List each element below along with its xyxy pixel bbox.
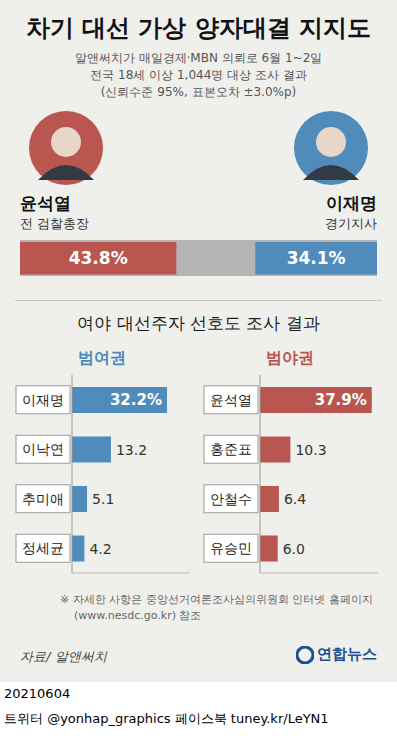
- svg-text:32.2%: 32.2%: [110, 391, 162, 409]
- html-text:여야 대선주자 선호도 조사 결과: 여야 대선주자 선호도 조사 결과: [77, 313, 320, 333]
- svg-text:유승민: 유승민: [210, 540, 252, 556]
- svg-text:4.2: 4.2: [89, 541, 111, 557]
- svg-text:6.4: 6.4: [284, 491, 306, 507]
- svg-text:37.9%: 37.9%: [315, 391, 367, 409]
- svg-text:정세균: 정세균: [22, 540, 64, 556]
- html-text:윤석열: 윤석열: [20, 193, 71, 213]
- html-text:자료/ 알앤써치: 자료/ 알앤써치: [20, 649, 107, 664]
- html-text:차기 대선 가상 양자대결 지지도: 차기 대선 가상 양자대결 지지도: [25, 14, 372, 42]
- svg-text:13.2: 13.2: [116, 442, 147, 458]
- svg-text:추미애: 추미애: [22, 491, 64, 507]
- html-text:알앤써치가 매일경제·MBN 의뢰로 6월 1~2일: 알앤써치가 매일경제·MBN 의뢰로 6월 1~2일: [74, 51, 323, 65]
- html-text:(신뢰수준 95%, 표본오차 ±3.0%p): (신뢰수준 95%, 표본오차 ±3.0%p): [100, 85, 297, 99]
- html-text:※ 자세한 사항은 중앙선거여론조사심의위원회 인터넷 홈페: ※ 자세한 사항은 중앙선거여론조사심의위원회 인터넷 홈페이지: [60, 593, 373, 606]
- html-text:트위터 @yonhap_graphics 페이스북 tune: 트위터 @yonhap_graphics 페이스북 tuney.kr/LeYN1: [4, 711, 329, 726]
- html-text:(www.nesdc.go.kr) 참조: (www.nesdc.go.kr) 참조: [74, 609, 202, 622]
- svg-text:5.1: 5.1: [92, 491, 114, 507]
- html-text:경기지사: 경기지사: [325, 216, 377, 231]
- svg-text:이낙연: 이낙연: [22, 441, 64, 457]
- html-text:전 검찰총장: 전 검찰총장: [20, 216, 90, 231]
- svg-text:윤석열: 윤석열: [210, 392, 252, 408]
- svg-text:34.1%: 34.1%: [287, 248, 346, 268]
- html-text:20210604: 20210604: [4, 686, 71, 701]
- svg-text:이재명: 이재명: [22, 392, 64, 408]
- html-text:범야권: 범야권: [266, 348, 314, 367]
- html-text:전국 18세 이상 1,044명 대상 조사 결과: 전국 18세 이상 1,044명 대상 조사 결과: [90, 68, 307, 82]
- svg-text:안철수: 안철수: [210, 491, 252, 507]
- html-text:범여권: 범여권: [78, 348, 126, 367]
- svg-text:홍준표: 홍준표: [210, 441, 252, 457]
- svg-text:43.8%: 43.8%: [69, 248, 128, 268]
- svg-text:6.0: 6.0: [283, 541, 305, 557]
- html-text:연합뉴스: 연합뉴스: [317, 645, 377, 663]
- svg-text:10.3: 10.3: [295, 442, 326, 458]
- html-text:이재명: 이재명: [326, 193, 377, 213]
